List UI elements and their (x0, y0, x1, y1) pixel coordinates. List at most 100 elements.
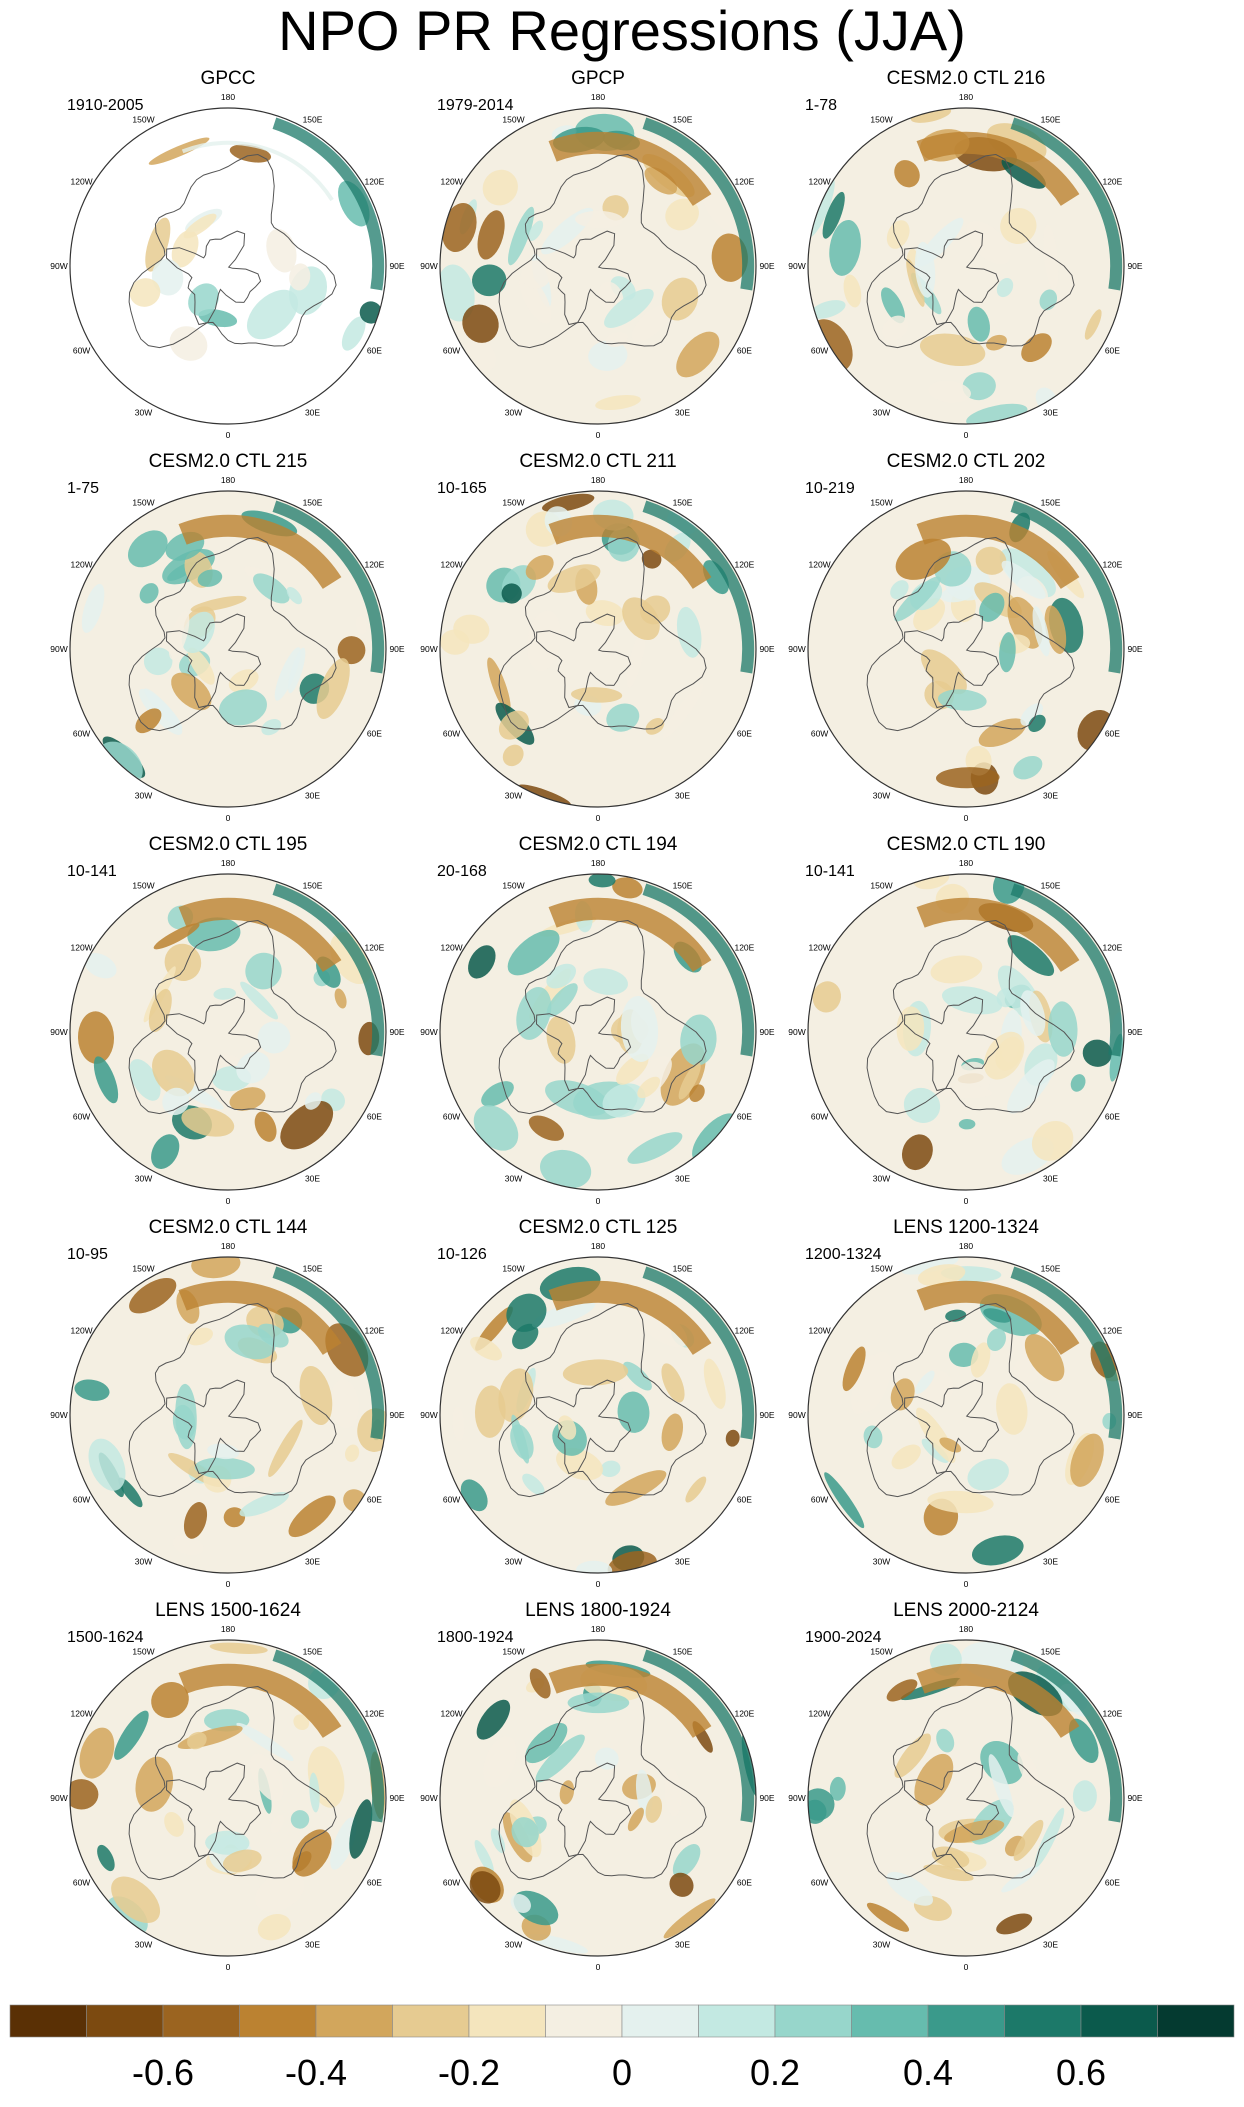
coastline (165, 1379, 262, 1475)
regression-anomaly (355, 615, 367, 635)
longitude-label: 120W (440, 1709, 462, 1719)
regression-anomaly (219, 689, 267, 726)
longitude-label: 60W (811, 1112, 828, 1122)
regression-anomaly (222, 1849, 262, 1873)
regression-anomaly (97, 1844, 115, 1872)
regression-anomaly (529, 1668, 551, 1699)
coastline (128, 153, 337, 349)
regression-anomaly (702, 560, 729, 595)
panel-period: 10-219 (805, 480, 855, 497)
longitude-label: 150W (870, 115, 892, 125)
regression-anomaly (506, 1293, 547, 1332)
longitude-label: 60E (367, 1878, 382, 1888)
longitude-label: 60W (811, 346, 828, 356)
map-panel: CESM2.0 CTL 211 10-165 180 150E 120E 90E 60E 30… (413, 451, 783, 831)
coastline (903, 996, 1000, 1092)
regression-anomaly (257, 1914, 291, 1941)
longitude-label: 60W (811, 729, 828, 739)
panel-title: CESM2.0 CTL 211 (519, 451, 677, 472)
regression-anomaly (936, 1728, 955, 1753)
longitude-label: 0 (596, 1962, 601, 1972)
panel-period: 1900-2024 (805, 1629, 882, 1646)
regression-anomaly (583, 968, 629, 995)
regression-anomaly (916, 1407, 956, 1463)
regression-anomaly (526, 610, 562, 672)
regression-anomaly (183, 213, 217, 239)
panel-period: 20-168 (437, 863, 487, 880)
longitude-label: 150W (870, 1264, 892, 1274)
regression-anomaly (111, 1876, 161, 1924)
longitude-label: 30E (1043, 1939, 1058, 1949)
regression-anomaly (741, 1732, 756, 1798)
pacific-anomaly (178, 1280, 342, 1356)
regression-anomaly (289, 263, 311, 291)
longitude-label: 30W (873, 407, 890, 417)
regression-anomaly (604, 288, 654, 328)
east-asia-anomaly (642, 883, 755, 1057)
panel-period: 1800-1924 (437, 1629, 514, 1646)
regression-anomaly (1028, 714, 1046, 733)
regression-anomaly (501, 583, 522, 604)
longitude-label: 120W (808, 943, 830, 953)
regression-anomaly (135, 1756, 174, 1812)
regression-anomaly (627, 1132, 683, 1164)
regression-anomaly (945, 1309, 967, 1322)
longitude-label: 120W (70, 1709, 92, 1719)
regression-anomaly (508, 206, 535, 266)
map-panel: CESM2.0 CTL 125 10-126 180 150E 120E 90E 60E 30… (413, 1217, 783, 1597)
regression-anomaly (631, 303, 672, 343)
regression-anomaly (93, 1056, 119, 1104)
regression-anomaly (334, 988, 347, 1009)
east-asia-anomaly (1010, 117, 1123, 291)
regression-anomaly (605, 1470, 667, 1506)
longitude-label: 0 (596, 1196, 601, 1206)
longitude-label: 60E (737, 346, 752, 356)
map-border (807, 490, 1125, 808)
regression-anomaly (257, 1021, 291, 1054)
east-asia-anomaly (272, 117, 385, 291)
longitude-label: 180 (591, 477, 605, 485)
map-border (69, 873, 387, 1191)
regression-anomaly (808, 1788, 835, 1821)
regression-anomaly (83, 953, 117, 979)
regression-anomaly (468, 945, 496, 979)
longitude-label: 90W (420, 261, 437, 271)
longitude-label: 30W (135, 1173, 152, 1183)
polar-map: 180 150E 120E 90E 60E 30E 0 30W 60W 90W 120W 150W (420, 477, 775, 823)
longitude-label: 120W (808, 1326, 830, 1336)
longitude-label: 90W (50, 644, 67, 654)
east-asia-anomaly (642, 117, 755, 291)
longitude-label: 0 (964, 813, 969, 823)
coastline (903, 230, 1000, 326)
regression-anomaly (931, 1846, 970, 1869)
regression-anomaly (881, 287, 905, 324)
regression-anomaly (623, 1361, 652, 1391)
longitude-label: 180 (221, 94, 235, 102)
regression-anomaly (472, 264, 507, 297)
regression-anomaly (525, 554, 554, 580)
longitude-label: 90W (788, 644, 805, 654)
panel-title: GPCC (200, 68, 256, 89)
regression-anomaly (1084, 309, 1102, 340)
longitude-label: 180 (591, 94, 605, 102)
coastline (903, 1379, 1000, 1475)
longitude-label: 120W (440, 177, 462, 187)
longitude-label: 120W (70, 560, 92, 570)
pacific-anomaly (916, 897, 1080, 973)
longitude-label: 150E (1041, 1264, 1061, 1274)
regression-anomaly (1013, 755, 1043, 780)
longitude-label: 120W (808, 177, 830, 187)
longitude-label: 150E (673, 498, 693, 508)
regression-anomaly (886, 1871, 933, 1906)
regression-anomaly (470, 1336, 503, 1361)
regression-anomaly (236, 1722, 294, 1761)
regression-anomaly (996, 1913, 1033, 1935)
regression-anomaly (188, 283, 219, 317)
longitude-label: 0 (596, 430, 601, 440)
regression-anomaly (914, 1753, 954, 1806)
regression-anomaly (528, 220, 544, 242)
east-asia-anomaly (1010, 500, 1123, 674)
east-asia-anomaly (272, 1649, 385, 1823)
pacific-anomaly (548, 131, 712, 207)
longitude-label: 120E (734, 560, 754, 570)
